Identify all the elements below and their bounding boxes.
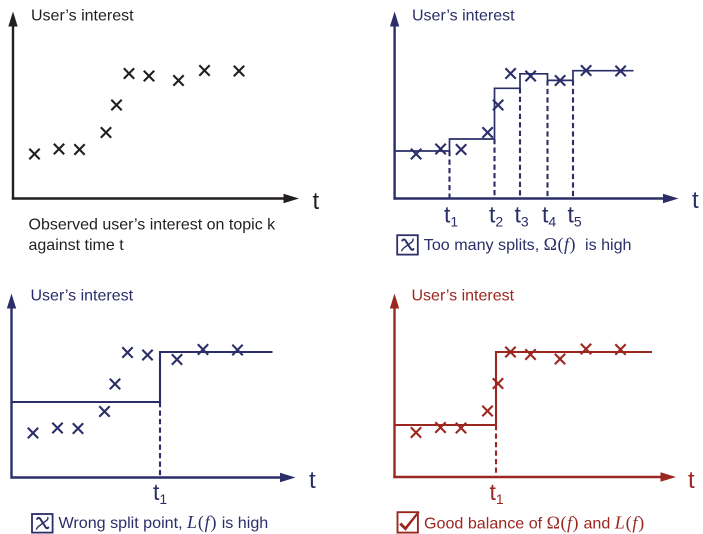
svg-text:t: t [692,187,699,214]
svg-text:Observed user’s interest on to: Observed user’s interest on topic k [29,217,277,234]
svg-text:t: t [309,467,316,494]
svg-text:against time t: against time t [29,237,125,254]
svg-text:User’s interest: User’s interest [31,8,134,25]
svg-text:Wrong split point, L(f) is hig: Wrong split point, L(f) is high [59,512,269,533]
svg-text:t: t [313,188,320,215]
svg-text:Good balance of Ω(f) and L(f): Good balance of Ω(f) and L(f) [424,513,645,534]
svg-text:Too many splits, Ω(f) is high: Too many splits, Ω(f) is high [424,234,632,255]
svg-text:User’s interest: User’s interest [412,288,515,305]
svg-text:User’s interest: User’s interest [31,288,134,305]
svg-text:User’s interest: User’s interest [412,8,515,25]
svg-text:t: t [688,467,695,494]
